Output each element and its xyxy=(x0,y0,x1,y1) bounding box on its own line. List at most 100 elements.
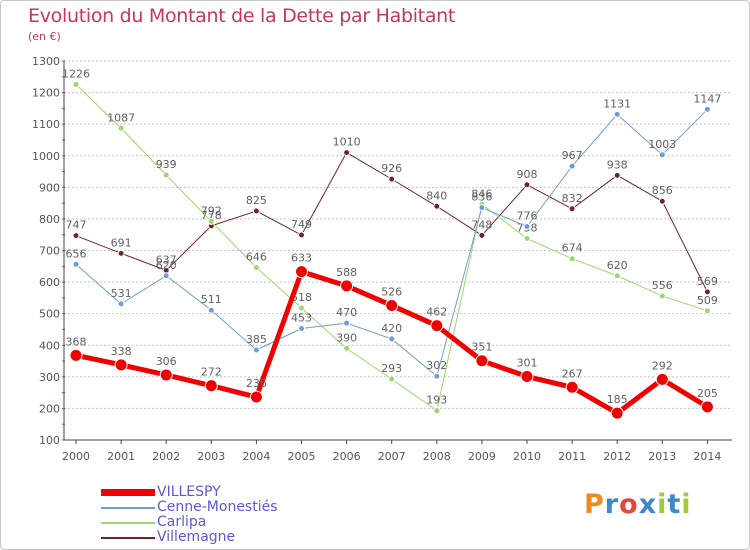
data-point xyxy=(520,370,534,384)
x-tick-label: 2011 xyxy=(558,450,586,463)
data-label: 185 xyxy=(607,393,628,406)
logo-letter: i xyxy=(657,489,668,520)
data-point xyxy=(568,255,576,263)
data-label: 674 xyxy=(562,242,583,255)
data-label: 846 xyxy=(471,187,492,200)
legend-item: VILLESPY xyxy=(101,485,278,500)
chart-subtitle: (en €) xyxy=(28,30,61,43)
legend-swatch xyxy=(101,506,155,509)
data-point xyxy=(388,175,396,183)
data-label: 926 xyxy=(381,162,402,175)
data-label: 293 xyxy=(381,362,402,375)
data-label: 338 xyxy=(111,345,132,358)
data-point xyxy=(298,325,305,333)
data-point xyxy=(340,279,354,293)
data-label: 656 xyxy=(66,247,87,260)
data-point xyxy=(162,272,170,280)
data-label: 462 xyxy=(426,306,447,319)
data-label: 453 xyxy=(291,312,312,325)
data-label: 691 xyxy=(111,236,132,249)
x-tick-label: 2001 xyxy=(107,450,135,463)
x-tick-label: 2006 xyxy=(333,450,361,463)
data-label: 306 xyxy=(156,355,177,368)
data-label: 840 xyxy=(426,189,447,202)
data-label: 193 xyxy=(426,394,447,407)
data-label: 836 xyxy=(471,191,492,204)
data-label: 908 xyxy=(517,168,538,181)
y-tick-label: 700 xyxy=(39,245,60,258)
data-point xyxy=(343,344,351,352)
data-point xyxy=(613,171,621,179)
x-tick-label: 2012 xyxy=(603,450,631,463)
y-tick-label: 300 xyxy=(39,371,60,384)
x-tick-label: 2002 xyxy=(152,450,180,463)
logo-letter: o xyxy=(619,489,639,520)
data-label: 620 xyxy=(607,259,628,272)
data-label: 938 xyxy=(607,158,628,171)
data-point xyxy=(343,319,351,327)
x-tick-label: 2009 xyxy=(468,450,496,463)
legend-label: Cenne-Monestiés xyxy=(157,499,278,515)
data-label: 420 xyxy=(381,322,402,335)
data-point xyxy=(385,298,399,312)
data-point xyxy=(703,307,711,315)
data-label: 620 xyxy=(156,259,177,272)
data-point xyxy=(523,234,531,242)
x-tick-label: 2008 xyxy=(423,450,451,463)
data-point xyxy=(159,368,173,382)
data-point xyxy=(475,354,489,368)
data-label: 272 xyxy=(201,366,222,379)
x-tick-label: 2003 xyxy=(197,450,225,463)
data-label: 1131 xyxy=(603,97,631,110)
data-label: 747 xyxy=(66,219,87,232)
data-label: 825 xyxy=(246,194,267,207)
y-tick-label: 600 xyxy=(39,276,60,289)
data-point xyxy=(388,375,396,383)
data-point xyxy=(207,217,215,225)
legend-item: Cenne-Monestiés xyxy=(101,500,278,515)
data-label: 385 xyxy=(246,333,267,346)
data-label: 301 xyxy=(517,357,538,370)
data-label: 776 xyxy=(517,209,538,222)
data-point xyxy=(388,335,396,343)
x-tick-label: 2010 xyxy=(513,450,541,463)
data-point xyxy=(523,181,531,189)
y-tick-label: 1300 xyxy=(32,55,60,68)
legend-swatch xyxy=(101,521,155,524)
data-label: 1087 xyxy=(107,111,135,124)
y-tick-label: 400 xyxy=(39,339,60,352)
data-label: 633 xyxy=(291,252,312,265)
data-label: 267 xyxy=(562,367,583,380)
data-label: 856 xyxy=(652,184,673,197)
data-point xyxy=(69,348,83,362)
x-tick-label: 2014 xyxy=(693,450,721,463)
data-label: 939 xyxy=(156,158,177,171)
y-tick-label: 1000 xyxy=(32,150,60,163)
data-point xyxy=(478,231,486,239)
data-label: 569 xyxy=(697,275,718,288)
data-label: 351 xyxy=(471,341,492,354)
data-label: 511 xyxy=(201,293,222,306)
data-point xyxy=(343,149,351,157)
data-point xyxy=(298,304,305,312)
logo-letter: x xyxy=(638,489,658,520)
data-label: 236 xyxy=(246,377,267,390)
data-point xyxy=(658,151,666,159)
y-tick-label: 1200 xyxy=(32,87,60,100)
data-point xyxy=(114,358,128,372)
data-point xyxy=(478,204,486,212)
data-point xyxy=(703,288,711,296)
data-point xyxy=(207,306,215,314)
data-label: 470 xyxy=(336,306,357,319)
data-label: 556 xyxy=(652,279,673,292)
data-point xyxy=(433,202,441,210)
data-label: 509 xyxy=(697,294,718,307)
x-tick-label: 2000 xyxy=(62,450,90,463)
data-point xyxy=(568,205,576,213)
data-label: 749 xyxy=(291,218,312,231)
data-point xyxy=(72,260,80,268)
data-label: 368 xyxy=(66,335,87,348)
data-label: 792 xyxy=(201,204,222,217)
data-point xyxy=(72,232,80,240)
